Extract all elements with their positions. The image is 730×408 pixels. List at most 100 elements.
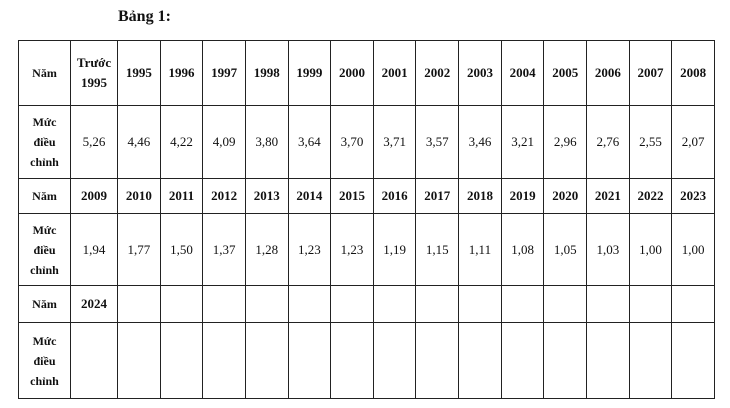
table-cell: 2012 [202, 178, 246, 214]
table-cell: 1,50 [159, 213, 204, 286]
table-cell: 1,77 [117, 213, 161, 286]
table-cell: 2,96 [543, 105, 588, 179]
table-cell: 4,22 [159, 105, 204, 179]
table-cell: 2009 [70, 178, 118, 214]
table-cell [500, 322, 545, 399]
table-cell: 1,23 [330, 213, 374, 286]
table-cell: 3,57 [415, 105, 460, 179]
row-label: Mức điều chỉnh [18, 213, 71, 286]
table-cell: 1,03 [586, 213, 630, 286]
row-label: Năm [18, 285, 71, 323]
table-cell: 2013 [244, 178, 289, 214]
table-cell: 2011 [159, 178, 204, 214]
table-cell: 2000 [330, 40, 374, 106]
table-cell [415, 285, 460, 323]
table-cell: 2016 [372, 178, 417, 214]
table-cell: 4,46 [117, 105, 161, 179]
data-table: Năm Trước 1995 1995 1996 1997 1998 1999 2000 200… [18, 40, 715, 399]
table-cell: 3,71 [372, 105, 417, 179]
table-cell: 2,55 [628, 105, 673, 179]
table-cell [287, 322, 332, 399]
table-cell: 2005 [543, 40, 588, 106]
table-cell: 2,07 [671, 105, 715, 179]
table-cell: 2006 [586, 40, 630, 106]
table-cell: 1,15 [415, 213, 460, 286]
row-label: Năm [18, 178, 71, 214]
table-cell: 2021 [586, 178, 630, 214]
table-cell [458, 285, 502, 323]
table-cell: 2002 [415, 40, 460, 106]
table-cell [202, 322, 246, 399]
table-cell: 1,00 [671, 213, 715, 286]
table-cell [117, 322, 161, 399]
table-cell: 1,28 [244, 213, 289, 286]
table-cell: 1,00 [628, 213, 673, 286]
table-cell: 2015 [330, 178, 374, 214]
table-cell: 3,46 [458, 105, 502, 179]
table-cell [244, 322, 289, 399]
table-cell: 1,19 [372, 213, 417, 286]
table-cell [628, 285, 673, 323]
table-cell: 2022 [628, 178, 673, 214]
table-cell [543, 285, 588, 323]
table-cell [415, 322, 460, 399]
table-cell: 3,64 [287, 105, 332, 179]
table-cell: 2020 [543, 178, 588, 214]
table-cell [372, 285, 417, 323]
table-cell [500, 285, 545, 323]
table-cell [330, 285, 374, 323]
table-cell [159, 322, 204, 399]
table-row: Mức điều chỉnh [18, 322, 715, 399]
table-cell: 1,11 [458, 213, 502, 286]
table-cell: 1995 [117, 40, 161, 106]
table-cell [202, 285, 246, 323]
table-cell [543, 322, 588, 399]
table-cell: 1997 [202, 40, 246, 106]
table-row: Năm 2009 2010 2011 2012 2013 2014 2015 2016 2017 2… [18, 178, 715, 214]
table-row: Mức điều chỉnh 1,94 1,77 1,50 1,37 1,28 1,23 1,… [18, 213, 715, 286]
table-cell: 3,70 [330, 105, 374, 179]
row-label: Mức điều chỉnh [18, 322, 71, 399]
table-cell [586, 322, 630, 399]
table-cell: 1,05 [543, 213, 588, 286]
table-row: Năm 2024 [18, 285, 715, 323]
table-cell: 2008 [671, 40, 715, 106]
table-cell: 3,21 [500, 105, 545, 179]
table-cell: 5,26 [70, 105, 118, 179]
row-label: Năm [18, 40, 71, 106]
table-row: Mức điều chỉnh 5,26 4,46 4,22 4,09 3,80 3,64 3,… [18, 105, 715, 179]
table-cell: 2004 [500, 40, 545, 106]
table-cell [117, 285, 161, 323]
table-cell [330, 322, 374, 399]
table-cell: 1996 [159, 40, 204, 106]
table-cell: 2014 [287, 178, 332, 214]
table-cell: 1,23 [287, 213, 332, 286]
table-cell: Trước 1995 [70, 40, 118, 106]
table-cell [671, 322, 715, 399]
table-title: Bảng 1: [118, 8, 171, 25]
table-cell: 2018 [458, 178, 502, 214]
table-row: Năm Trước 1995 1995 1996 1997 1998 1999 2000 200… [18, 40, 715, 106]
table-cell [372, 322, 417, 399]
row-label: Mức điều chỉnh [18, 105, 71, 179]
table-cell [671, 285, 715, 323]
table-cell [70, 322, 118, 399]
table-cell [458, 322, 502, 399]
table-cell: 2010 [117, 178, 161, 214]
table-cell: 2017 [415, 178, 460, 214]
table-cell [586, 285, 630, 323]
table-cell [287, 285, 332, 323]
table-cell: 2,76 [586, 105, 630, 179]
table-cell: 1999 [287, 40, 332, 106]
table-cell: 1998 [244, 40, 289, 106]
table-cell: 2019 [500, 178, 545, 214]
table-cell: 4,09 [202, 105, 246, 179]
table-cell: 1,94 [70, 213, 118, 286]
table-cell [159, 285, 204, 323]
table-cell: 3,80 [244, 105, 289, 179]
table-cell: 2001 [372, 40, 417, 106]
table-cell: 2003 [458, 40, 502, 106]
table-cell: 2007 [628, 40, 673, 106]
table-cell [628, 322, 673, 399]
